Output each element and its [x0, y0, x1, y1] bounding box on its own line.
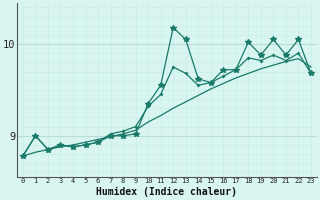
- X-axis label: Humidex (Indice chaleur): Humidex (Indice chaleur): [96, 187, 237, 197]
